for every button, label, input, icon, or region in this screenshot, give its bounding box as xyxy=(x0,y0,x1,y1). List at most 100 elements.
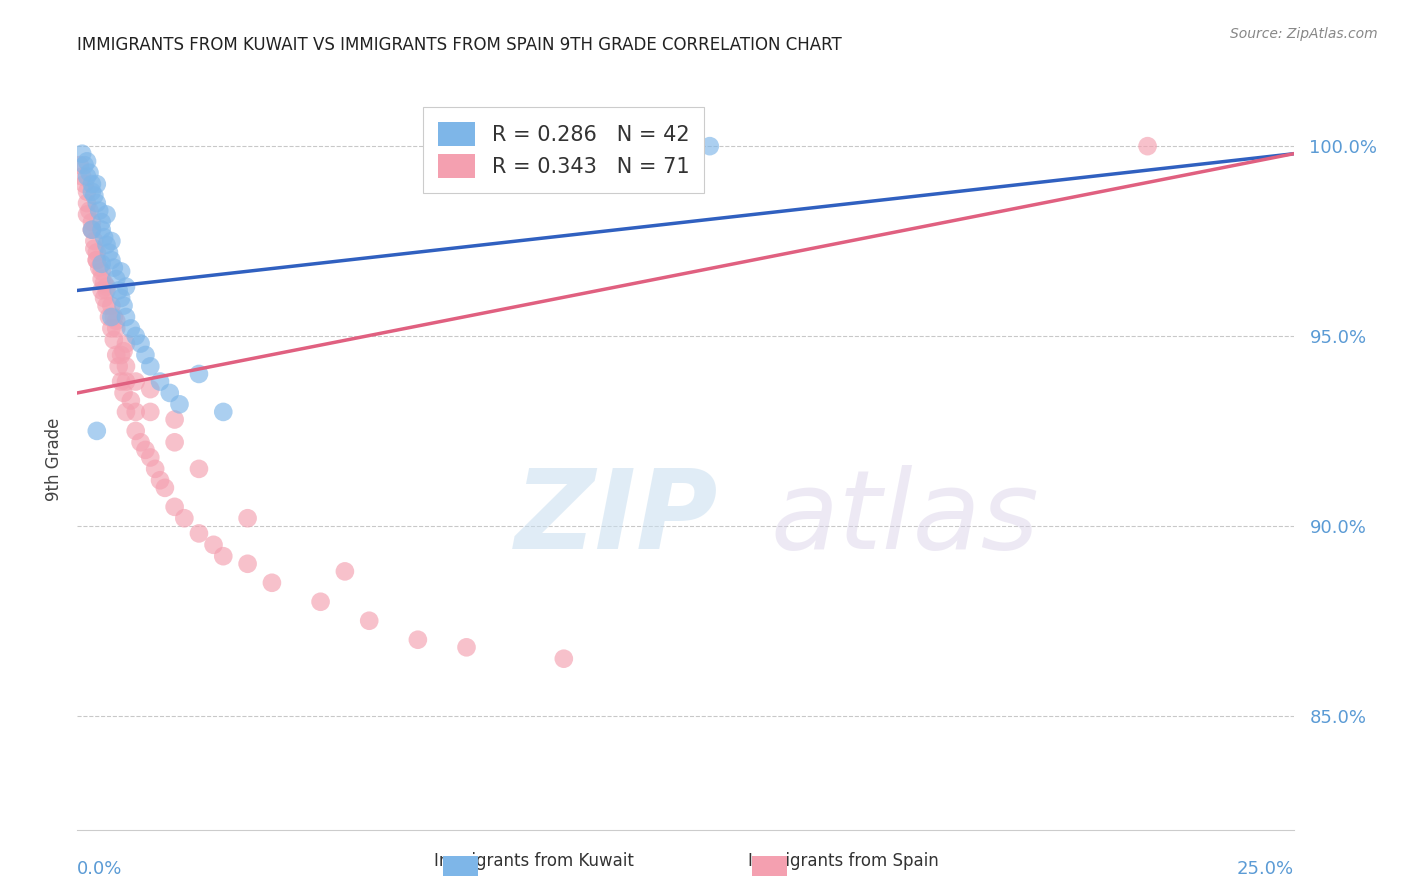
Point xyxy=(139,382,162,396)
Point xyxy=(163,412,186,426)
Point xyxy=(699,139,721,153)
Point xyxy=(76,207,98,221)
Point xyxy=(100,321,122,335)
Point xyxy=(105,272,128,286)
Point xyxy=(79,203,101,218)
Point xyxy=(115,405,138,419)
Point xyxy=(125,329,148,343)
Point xyxy=(163,500,186,514)
Point xyxy=(309,595,332,609)
Text: 25.0%: 25.0% xyxy=(1236,860,1294,878)
Point xyxy=(236,511,259,525)
Point xyxy=(73,177,96,191)
Point xyxy=(188,367,211,381)
Point xyxy=(173,511,195,525)
Point xyxy=(115,310,138,324)
Point xyxy=(90,222,112,236)
Point xyxy=(139,450,162,465)
Point xyxy=(149,375,172,389)
Point xyxy=(90,284,112,298)
Point xyxy=(115,359,138,374)
Point xyxy=(202,538,225,552)
Point xyxy=(139,405,162,419)
Point xyxy=(80,222,103,236)
Point xyxy=(83,234,105,248)
Text: Immigrants from Kuwait: Immigrants from Kuwait xyxy=(434,852,634,870)
Point xyxy=(86,177,108,191)
Point xyxy=(96,207,118,221)
Point xyxy=(105,348,128,362)
Point xyxy=(79,166,101,180)
Point xyxy=(89,260,111,275)
Point xyxy=(359,614,381,628)
Point xyxy=(129,336,152,351)
Point xyxy=(76,185,98,199)
Point xyxy=(96,279,118,293)
Point xyxy=(97,310,120,324)
Point xyxy=(93,291,115,305)
Point xyxy=(134,348,156,362)
Point xyxy=(110,375,132,389)
Point xyxy=(100,310,122,324)
Point xyxy=(103,310,125,324)
Point xyxy=(163,435,186,450)
Text: Immigrants from Spain: Immigrants from Spain xyxy=(748,852,939,870)
Point xyxy=(159,386,181,401)
Point xyxy=(212,549,235,564)
Point xyxy=(73,158,96,172)
Point xyxy=(80,222,103,236)
Point xyxy=(112,344,135,359)
Point xyxy=(76,154,98,169)
Point xyxy=(103,333,125,347)
Point xyxy=(115,279,138,293)
Point xyxy=(80,222,103,236)
Point xyxy=(112,386,135,401)
Text: atlas: atlas xyxy=(770,465,1039,572)
Point xyxy=(110,264,132,278)
Point xyxy=(105,314,128,328)
Point xyxy=(86,253,108,268)
Point xyxy=(406,632,429,647)
Point xyxy=(70,146,93,161)
Point xyxy=(120,393,142,408)
Y-axis label: 9th Grade: 9th Grade xyxy=(45,417,63,501)
Point xyxy=(80,185,103,199)
Point xyxy=(188,526,211,541)
Point xyxy=(553,651,575,665)
Point xyxy=(1136,139,1159,153)
Point xyxy=(86,245,108,260)
Point xyxy=(96,238,118,252)
Point xyxy=(107,284,129,298)
Point xyxy=(103,260,125,275)
Point xyxy=(134,442,156,457)
Point xyxy=(125,424,148,438)
Point xyxy=(105,321,128,335)
Point xyxy=(110,348,132,362)
Point xyxy=(143,462,166,476)
Point xyxy=(110,291,132,305)
Point xyxy=(93,276,115,290)
Point xyxy=(129,435,152,450)
Point xyxy=(90,215,112,229)
Point xyxy=(125,375,148,389)
Point xyxy=(76,196,98,211)
Point xyxy=(169,397,191,411)
Legend: R = 0.286   N = 42, R = 0.343   N = 71: R = 0.286 N = 42, R = 0.343 N = 71 xyxy=(423,107,704,193)
Point xyxy=(107,359,129,374)
Point xyxy=(96,284,118,298)
Point xyxy=(260,575,283,590)
Point xyxy=(115,336,138,351)
Point xyxy=(86,196,108,211)
Point xyxy=(212,405,235,419)
Point xyxy=(153,481,176,495)
Point xyxy=(100,299,122,313)
Text: Source: ZipAtlas.com: Source: ZipAtlas.com xyxy=(1230,27,1378,41)
Point xyxy=(115,375,138,389)
Point xyxy=(83,188,105,202)
Point xyxy=(80,177,103,191)
Point xyxy=(100,253,122,268)
Point xyxy=(90,272,112,286)
Point xyxy=(80,215,103,229)
Point xyxy=(69,158,91,172)
Point xyxy=(100,234,122,248)
